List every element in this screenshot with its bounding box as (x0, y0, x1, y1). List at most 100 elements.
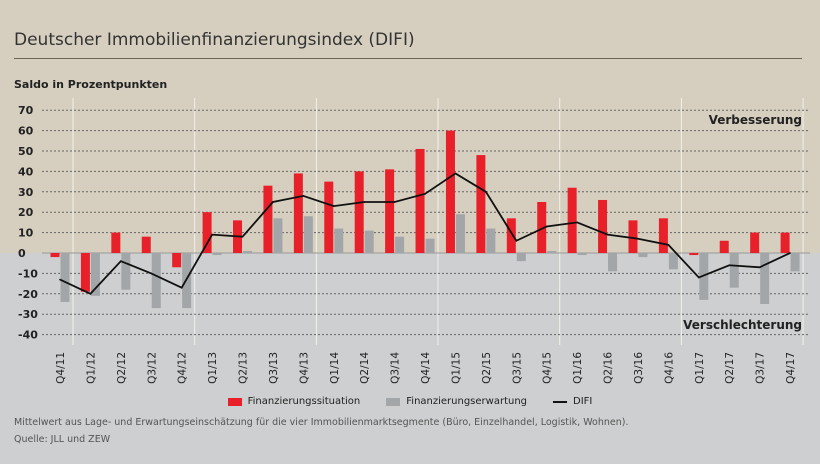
source: Quelle: JLL und ZEW (14, 434, 111, 445)
x-tick-label: Q4/17 (785, 352, 797, 384)
bar-finanzierungserwartung (334, 228, 344, 253)
difi-point (667, 244, 670, 246)
bar-finanzierungserwartung (60, 253, 70, 302)
x-tick-label: Q3/12 (146, 352, 158, 384)
legend-swatch (227, 397, 242, 406)
legend: Finanzierungssituation Finanzierungserwa… (0, 396, 820, 407)
y-tick-label: 10 (18, 227, 34, 240)
legend-label: Finanzierungserwartung (406, 396, 528, 407)
bar-finanzierungssituation (598, 199, 608, 253)
bar-finanzierungserwartung (790, 253, 800, 272)
difi-point (606, 233, 609, 236)
bar-finanzierungssituation (141, 236, 151, 253)
bar-finanzierungserwartung (90, 253, 100, 296)
annotation-verbesserung: Verbesserung (709, 113, 802, 127)
bar-finanzierungserwartung (577, 253, 587, 256)
bar-finanzierungserwartung (668, 253, 678, 270)
difi-point (272, 201, 274, 203)
bar-finanzierungserwartung (516, 253, 526, 262)
difi-point (363, 201, 366, 203)
x-tick-label: Q1/12 (85, 352, 97, 384)
bar-finanzierungssituation (415, 148, 425, 253)
bar-finanzierungssituation (628, 220, 638, 253)
bar-finanzierungserwartung (151, 253, 161, 309)
bar-finanzierungssituation (202, 212, 212, 253)
x-tick-label: Q2/15 (481, 352, 493, 384)
bar-finanzierungssituation (658, 218, 668, 253)
bar-finanzierungserwartung (638, 253, 648, 258)
legend-label: Finanzierungssituation (247, 396, 361, 407)
difi-point (485, 191, 487, 193)
x-tick-label: Q2/16 (603, 352, 615, 384)
difi-point (728, 264, 731, 267)
bar-finanzierungserwartung (608, 253, 618, 272)
y-tick-label: -20 (18, 288, 38, 301)
bar-finanzierungssituation (324, 181, 334, 253)
difi-point (211, 233, 213, 236)
difi-point (180, 286, 183, 289)
bar-finanzierungssituation (476, 155, 486, 253)
bar-finanzierungssituation (263, 185, 273, 253)
x-tick-label: Q2/14 (359, 352, 371, 384)
difi-point (758, 266, 761, 269)
bar-finanzierungssituation (719, 240, 729, 253)
x-tick-label: Q1/14 (329, 352, 341, 384)
x-tick-label: Q1/17 (694, 352, 706, 384)
x-tick-label: Q2/13 (238, 352, 250, 384)
bar-finanzierungserwartung (760, 253, 770, 304)
y-tick-label: 20 (18, 206, 34, 219)
bar-finanzierungserwartung (425, 238, 435, 253)
legend-line (553, 400, 568, 403)
x-tick-label: Q4/11 (55, 352, 67, 384)
difi-point (150, 272, 153, 275)
y-tick-label: 50 (18, 145, 34, 158)
legend-item-finanzierungssituation: Finanzierungssituation (227, 396, 361, 407)
bar-finanzierungssituation (172, 253, 182, 268)
y-tick-label: -40 (18, 329, 38, 342)
x-tick-label: Q1/15 (450, 352, 462, 384)
legend-label: DIFI (573, 396, 593, 407)
x-tick-label: Q4/15 (542, 352, 554, 384)
x-tick-label: Q1/16 (572, 352, 584, 384)
bar-finanzierungserwartung (729, 253, 739, 288)
bar-finanzierungserwartung (455, 214, 465, 253)
y-tick-label: 40 (18, 165, 34, 178)
bar-finanzierungssituation (354, 171, 364, 253)
difi-point (241, 235, 244, 238)
annotation-verschlechterung: Verschlechterung (683, 318, 802, 332)
bar-finanzierungserwartung (243, 250, 253, 253)
difi-line (59, 172, 791, 295)
bar-finanzierungssituation (111, 232, 121, 253)
x-tick-label: Q4/12 (177, 352, 189, 384)
difi-point (302, 195, 305, 197)
y-tick-label: 30 (18, 186, 34, 199)
negative-area-background (0, 253, 820, 464)
bar-finanzierungssituation (506, 218, 516, 253)
difi-point (393, 201, 396, 203)
bar-finanzierungssituation (750, 232, 760, 253)
difi-point (515, 239, 518, 242)
bar-finanzierungserwartung (273, 218, 283, 253)
bar-finanzierungssituation (567, 187, 577, 253)
y-tick-label: 70 (18, 104, 34, 117)
difi-point (545, 225, 548, 228)
bar-finanzierungssituation (80, 253, 90, 292)
y-tick-label: 0 (18, 247, 26, 260)
x-tick-label: Q3/15 (511, 352, 523, 384)
bar-finanzierungssituation (445, 130, 455, 253)
footnote: Mittelwert aus Lage- und Erwartungseinsc… (14, 417, 629, 428)
difi-point (789, 252, 791, 254)
difi-point (59, 278, 61, 281)
x-tick-label: Q3/14 (390, 352, 402, 384)
bar-finanzierungserwartung (547, 250, 557, 253)
legend-item-finanzierungserwartung: Finanzierungserwartung (386, 396, 527, 407)
chart-title: Deutscher Immobilienfinanzierungsindex (… (14, 30, 415, 50)
bar-finanzierungserwartung (303, 216, 313, 253)
y-tick-label: 60 (18, 125, 34, 138)
difi-point (120, 260, 122, 262)
title-divider (14, 58, 802, 59)
bar-finanzierungssituation (50, 253, 60, 258)
difi-point (89, 293, 92, 295)
x-tick-label: Q2/12 (116, 352, 128, 384)
